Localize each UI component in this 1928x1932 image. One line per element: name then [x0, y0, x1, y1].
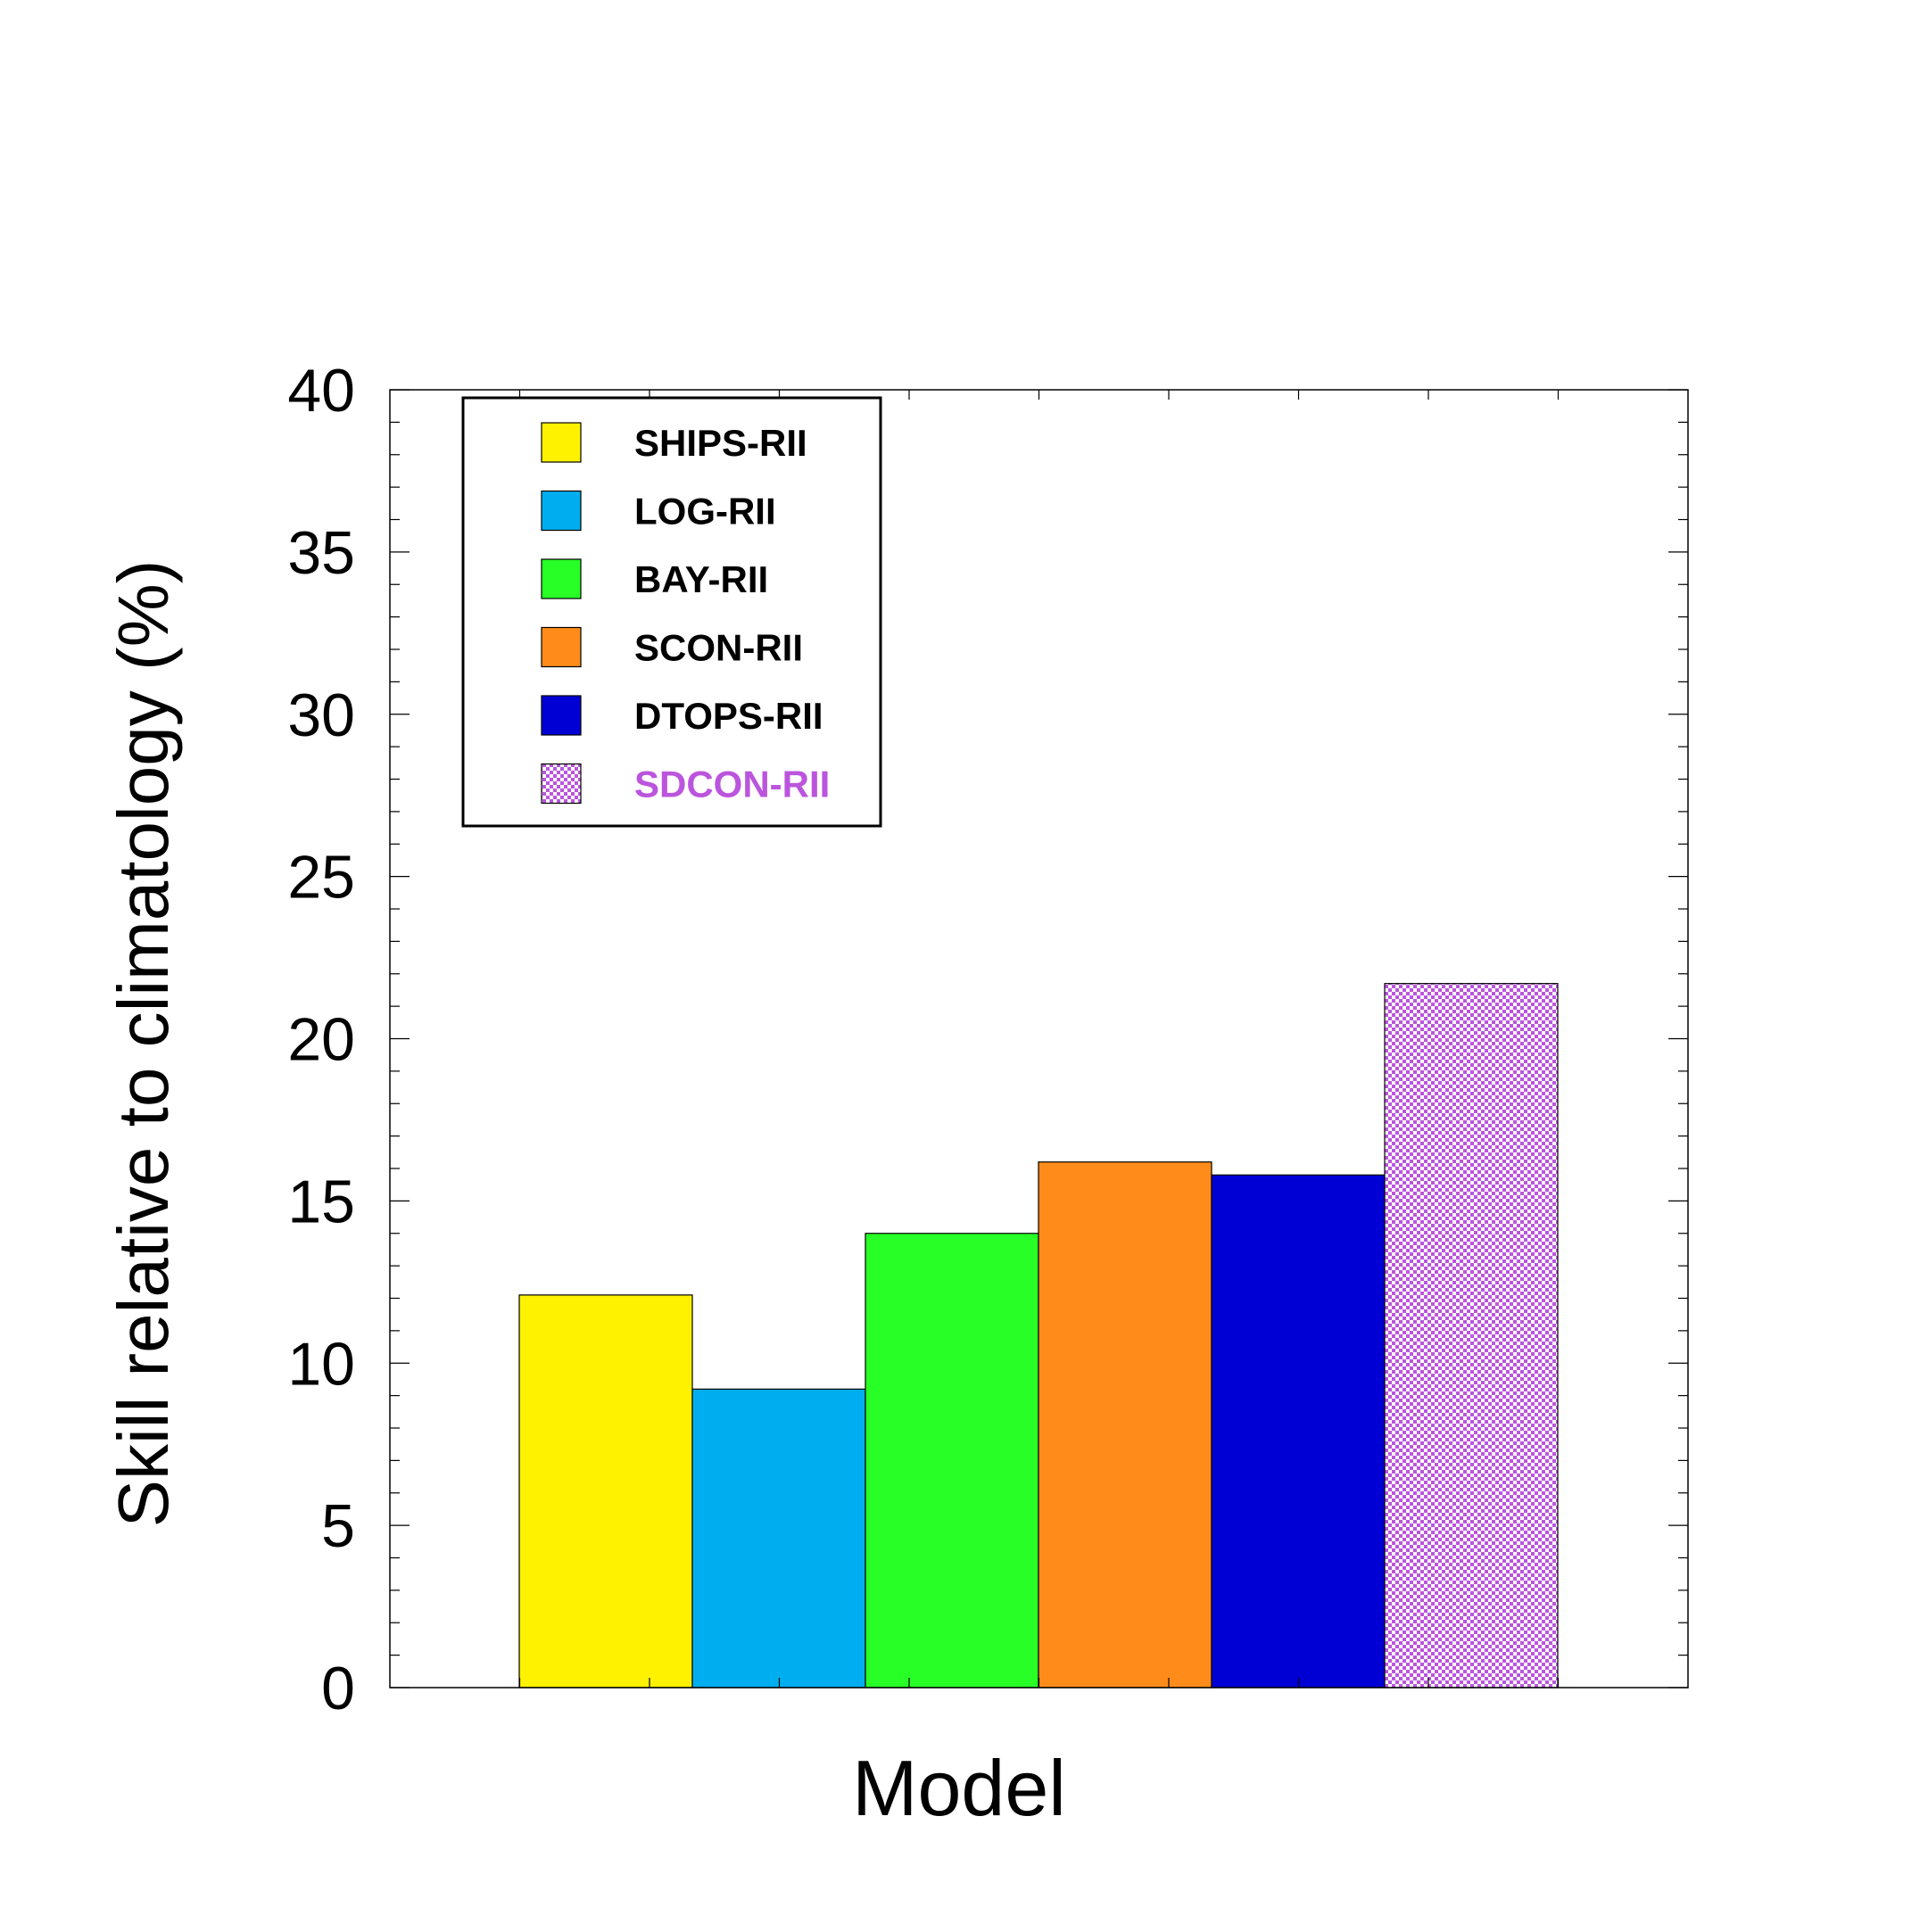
- y-tick-label: 40: [287, 357, 355, 425]
- bar-ships-rii: [518, 1294, 693, 1688]
- ticks-layer: [390, 389, 1688, 1688]
- legend-swatch: [541, 695, 582, 736]
- bars-layer: [518, 983, 1559, 1688]
- legend-label: LOG-RII: [634, 491, 776, 533]
- bar-sdcon-rii: [1384, 983, 1559, 1688]
- legend-label: DTOPS-RII: [634, 695, 823, 737]
- legend-label: SCON-RII: [634, 627, 803, 669]
- y-tick-label: 5: [321, 1492, 355, 1560]
- legend: SHIPS-RII LOG-RII BAY-RII SCON-RII DTOPS-RII…: [461, 396, 882, 828]
- legend-label: SDCON-RII: [634, 764, 830, 805]
- y-tick-label: 30: [287, 681, 355, 749]
- bar-dtops-rii: [1211, 1174, 1386, 1688]
- y-tick-label: 35: [287, 519, 355, 587]
- legend-label: SHIPS-RII: [634, 422, 807, 464]
- y-tick-labels: 0 5 10 15 20 25 30 35 40: [287, 357, 355, 1722]
- legend-label: BAY-RII: [634, 558, 768, 600]
- legend-swatch: [541, 626, 582, 668]
- plot-area-frame: [389, 389, 1689, 1688]
- x-axis-label: Model: [852, 1744, 1066, 1832]
- y-tick-label: 0: [321, 1655, 355, 1722]
- legend-swatch: [541, 558, 582, 599]
- y-axis-label: Skill relative to climatology (%): [103, 560, 183, 1528]
- bar-scon-rii: [1038, 1161, 1212, 1688]
- y-tick-label: 10: [287, 1330, 355, 1398]
- legend-swatch: [541, 422, 582, 463]
- legend-swatch: [541, 763, 582, 805]
- bar-log-rii: [691, 1388, 866, 1688]
- y-tick-label: 15: [287, 1168, 355, 1235]
- y-tick-label: 20: [287, 1006, 355, 1074]
- bar-bay-rii: [865, 1233, 1039, 1688]
- y-tick-label: 25: [287, 844, 355, 912]
- legend-box: [461, 396, 882, 828]
- legend-swatch: [541, 490, 582, 532]
